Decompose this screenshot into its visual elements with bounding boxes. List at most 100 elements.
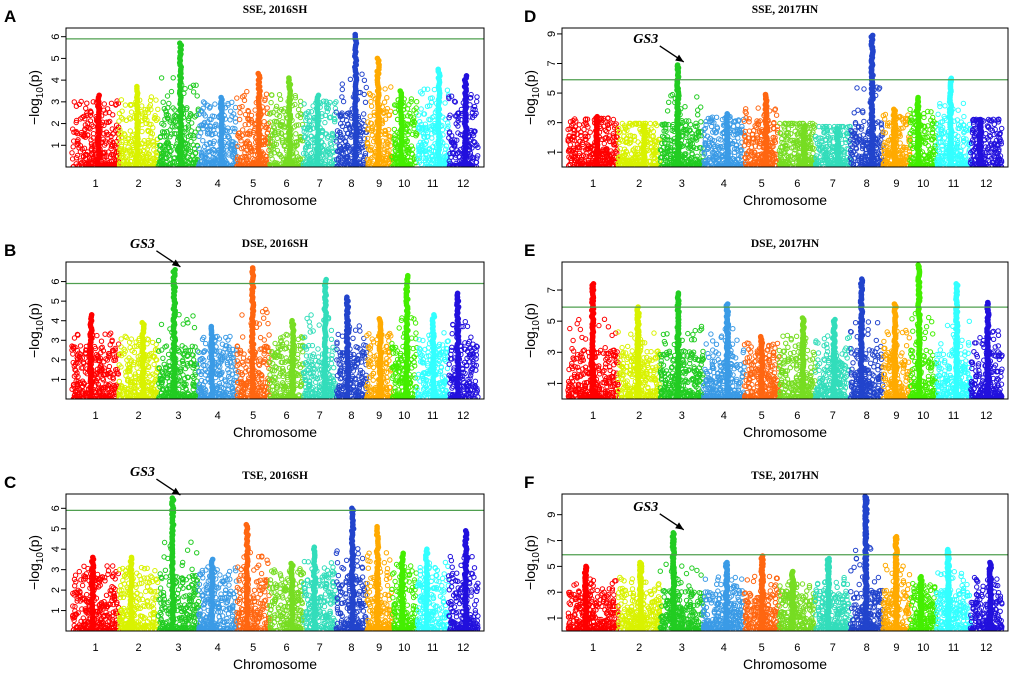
chromosome-5-points [741, 553, 782, 631]
x-tick-label: 11 [427, 410, 438, 422]
x-tick-label: 8 [348, 642, 354, 654]
chromosome-1-points [565, 563, 621, 631]
x-tick-label: 3 [175, 410, 181, 422]
panel-letter: B [4, 241, 16, 260]
panel-letter: A [4, 7, 16, 26]
y-tick-label: 5 [50, 526, 62, 532]
x-axis-label: Chromosome [743, 656, 827, 672]
x-tick-label: 7 [317, 642, 323, 654]
x-tick-label: 12 [980, 178, 992, 190]
chromosome-7-points [812, 123, 853, 167]
chromosome-11-points [414, 546, 451, 631]
x-tick-label: 7 [317, 410, 323, 422]
panel-title: DSE, 2017HN [751, 238, 820, 250]
x-tick-label: 9 [376, 178, 382, 190]
y-tick-label: 1 [546, 615, 558, 621]
annotation-label: GS3 [130, 465, 155, 480]
chromosome-2-points [615, 559, 663, 631]
chromosome-4-points [195, 94, 240, 167]
x-tick-label: 7 [830, 178, 836, 190]
y-tick-label: 5 [546, 90, 558, 96]
x-tick-label: 8 [864, 642, 870, 654]
chromosome-12-points [967, 559, 1005, 631]
chromosome-4-points [700, 559, 747, 631]
chromosome-10-points [907, 262, 940, 399]
y-axis-label: −log10(p) [522, 303, 542, 358]
x-tick-label: 1 [590, 410, 596, 422]
annotation-gs3: GS3 [130, 237, 181, 268]
chromosome-7-points [300, 276, 339, 399]
x-tick-label: 5 [759, 642, 765, 654]
chromosome-4-points [700, 301, 747, 399]
chromosome-6-points [266, 560, 307, 631]
x-tick-label: 1 [92, 178, 98, 190]
chromosome-9-points [880, 533, 913, 631]
plot-frame [65, 493, 485, 632]
panel-title: DSE, 2016SH [242, 238, 309, 250]
x-tick-label: 2 [636, 178, 642, 190]
plot-frame [561, 261, 1009, 400]
chromosome-2-points [615, 304, 663, 399]
x-tick-label: 3 [175, 178, 181, 190]
y-tick-label: 5 [50, 55, 62, 61]
x-tick-label: 6 [794, 642, 800, 654]
x-tick-label: 10 [917, 178, 929, 190]
x-tick-label: 11 [427, 642, 438, 654]
chromosome-10-points [389, 88, 420, 167]
data-points [69, 265, 481, 399]
x-tick-label: 6 [283, 642, 289, 654]
x-tick-label: 7 [830, 410, 836, 422]
chromosome-4-points [195, 323, 240, 399]
x-tick-label: 4 [721, 642, 727, 654]
x-tick-label: 12 [457, 178, 469, 190]
annotation-arrow-head [171, 259, 181, 267]
plot-frame [561, 493, 1009, 632]
panel-letter: C [4, 473, 16, 492]
y-tick-label: 2 [50, 587, 62, 593]
chromosome-5-points [741, 91, 782, 167]
x-axis-label: Chromosome [233, 656, 317, 672]
y-tick-label: 7 [546, 537, 558, 543]
x-tick-label: 9 [893, 178, 899, 190]
chromosome-3-points [657, 62, 706, 167]
y-tick-label: 6 [50, 505, 62, 511]
data-points [565, 32, 1005, 167]
data-points [565, 494, 1005, 631]
x-tick-label: 11 [948, 642, 959, 654]
chromosome-3-points [155, 495, 202, 631]
x-tick-label: 6 [794, 410, 800, 422]
x-tick-label: 10 [398, 642, 410, 654]
y-tick-label: 5 [50, 298, 62, 304]
chromosome-8-points [333, 505, 370, 631]
chromosome-10-points [389, 272, 420, 399]
y-tick-label: 1 [546, 380, 558, 386]
chromosome-9-points [364, 316, 395, 399]
x-tick-label: 9 [376, 410, 382, 422]
x-tick-label: 12 [457, 642, 469, 654]
y-tick-label: 2 [50, 357, 62, 363]
chromosome-6-points [267, 75, 306, 167]
y-tick-label: 5 [546, 563, 558, 569]
x-tick-label: 4 [721, 410, 727, 422]
x-tick-label: 4 [215, 410, 221, 422]
plot-frame [65, 261, 485, 400]
x-tick-label: 5 [250, 410, 256, 422]
x-tick-label: 8 [348, 410, 354, 422]
x-tick-label: 1 [92, 642, 98, 654]
x-tick-label: 10 [398, 178, 410, 190]
x-tick-label: 11 [427, 178, 438, 190]
chromosome-11-points [934, 281, 973, 399]
panel-title: TSE, 2017HN [751, 470, 819, 482]
y-tick-label: 2 [50, 121, 62, 127]
x-tick-label: 8 [348, 178, 354, 190]
y-tick-label: 1 [546, 149, 558, 155]
x-tick-label: 3 [679, 642, 685, 654]
annotation-gs3: GS3 [130, 465, 181, 496]
y-tick-label: 1 [50, 376, 62, 382]
y-tick-label: 4 [50, 546, 62, 552]
annotation-gs3: GS3 [633, 500, 685, 531]
x-tick-label: 12 [980, 642, 992, 654]
chromosome-10-points [907, 573, 940, 631]
